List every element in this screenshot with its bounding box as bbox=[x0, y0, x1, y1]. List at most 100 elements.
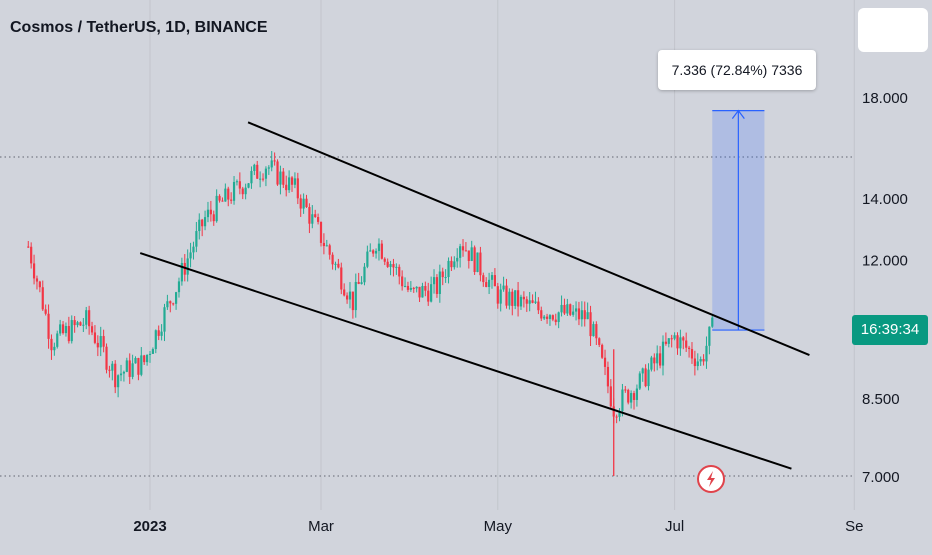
candle-body bbox=[177, 281, 181, 293]
candle-body bbox=[128, 360, 131, 377]
candle-body bbox=[218, 195, 221, 201]
candle-body bbox=[221, 200, 224, 202]
candle-body bbox=[93, 332, 97, 343]
candle-body bbox=[232, 181, 236, 201]
candle-body bbox=[679, 337, 682, 349]
candle-body bbox=[366, 251, 369, 267]
candle-body bbox=[377, 243, 381, 251]
measure-arrow-head bbox=[731, 109, 745, 119]
candle-body bbox=[314, 214, 317, 218]
candle-body bbox=[609, 386, 612, 407]
candle-body bbox=[79, 322, 82, 326]
candle-body bbox=[496, 286, 499, 304]
candle-body bbox=[543, 316, 546, 319]
candle-body bbox=[166, 301, 169, 308]
candle-body bbox=[253, 164, 256, 171]
candle-body bbox=[372, 250, 375, 254]
candle-body bbox=[363, 266, 366, 283]
candle-body bbox=[493, 275, 496, 287]
candle-body bbox=[279, 171, 282, 185]
candle-body bbox=[522, 296, 525, 300]
candle-body bbox=[360, 282, 363, 284]
candle-body bbox=[203, 217, 207, 227]
measure-label: 7.336 (72.84%) 7336 bbox=[658, 50, 816, 90]
candle-body bbox=[395, 266, 398, 268]
candle-body bbox=[392, 264, 395, 268]
candle-body bbox=[70, 320, 73, 342]
candle-body bbox=[30, 246, 33, 264]
candle-body bbox=[340, 267, 343, 290]
candle-body bbox=[551, 315, 554, 320]
candle-body bbox=[343, 289, 346, 296]
candle-body bbox=[540, 310, 543, 319]
y-tick-label: 12.000 bbox=[862, 253, 908, 270]
candle-body bbox=[514, 290, 517, 306]
candle-body bbox=[412, 287, 415, 289]
candle-body bbox=[172, 303, 175, 305]
candle-body bbox=[438, 271, 441, 294]
candle-body bbox=[601, 344, 604, 358]
candle-body bbox=[328, 245, 331, 255]
candle-body bbox=[82, 324, 85, 326]
candle-body bbox=[592, 324, 595, 337]
candle-body bbox=[424, 286, 427, 291]
candle-body bbox=[282, 171, 285, 185]
candle-body bbox=[598, 338, 601, 345]
candle-body bbox=[488, 279, 491, 287]
candle-body bbox=[319, 221, 323, 243]
candle-body bbox=[653, 357, 656, 364]
candle-body bbox=[537, 301, 540, 311]
toolbar-button[interactable] bbox=[858, 8, 928, 52]
x-tick-label: May bbox=[484, 518, 513, 535]
x-tick-label: Mar bbox=[308, 518, 334, 535]
candle-body bbox=[459, 246, 462, 258]
candle-body bbox=[67, 326, 70, 342]
candle-body bbox=[169, 301, 172, 304]
candle-body bbox=[583, 310, 586, 320]
candle-body bbox=[670, 338, 673, 340]
candle-body bbox=[264, 168, 268, 179]
candle-body bbox=[667, 338, 670, 344]
candle-body bbox=[238, 181, 241, 189]
candle-body bbox=[708, 326, 711, 346]
candle-body bbox=[534, 301, 537, 303]
candle-body bbox=[519, 296, 523, 307]
candle-body bbox=[56, 333, 59, 347]
candle-body bbox=[299, 198, 302, 209]
candle-body bbox=[227, 188, 230, 200]
candle-body bbox=[348, 291, 352, 300]
candle-body bbox=[415, 286, 418, 289]
candle-body bbox=[435, 277, 439, 294]
candle-body bbox=[163, 307, 166, 332]
candle-body bbox=[603, 357, 607, 367]
candle-body bbox=[516, 290, 520, 307]
candle-body bbox=[664, 341, 667, 344]
candle-body bbox=[325, 245, 328, 247]
candle-body bbox=[302, 198, 305, 209]
candle-body bbox=[572, 311, 575, 315]
candle-body bbox=[32, 263, 36, 279]
candle-body bbox=[195, 231, 198, 247]
candle-body bbox=[485, 282, 488, 287]
candle-body bbox=[430, 284, 433, 302]
candle-body bbox=[560, 304, 563, 313]
candle-body bbox=[650, 357, 653, 370]
candle-body bbox=[290, 177, 294, 185]
candle-body bbox=[131, 363, 134, 377]
candle-body bbox=[64, 326, 68, 334]
candle-body bbox=[102, 336, 105, 347]
candle-body bbox=[595, 324, 598, 339]
candle-body bbox=[354, 281, 357, 311]
candle-body bbox=[206, 209, 210, 218]
candle-body bbox=[137, 358, 140, 375]
candle-body bbox=[531, 300, 534, 303]
candle-body bbox=[148, 353, 152, 355]
candle-body bbox=[528, 300, 531, 304]
candle-body bbox=[125, 360, 128, 372]
candle-body bbox=[467, 250, 470, 261]
candle-body bbox=[479, 252, 482, 276]
candle-body bbox=[606, 366, 610, 387]
candle-body bbox=[90, 326, 94, 333]
